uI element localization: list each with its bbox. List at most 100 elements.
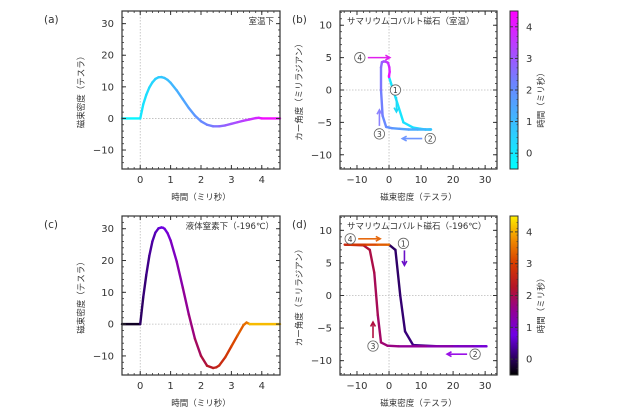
x-tick-label: 0 — [386, 175, 392, 186]
marker-label: 2 — [428, 135, 433, 144]
series-segment — [145, 254, 151, 277]
series-line — [379, 60, 433, 131]
panel-annotation: サマリウムコバルト磁石（室温） — [347, 16, 475, 27]
series-line — [120, 75, 282, 128]
series-line — [120, 226, 282, 370]
x-tick-label: 30 — [479, 381, 492, 392]
x-tick-label: 4 — [259, 175, 265, 186]
series-segment — [145, 86, 151, 96]
series-segment — [381, 114, 388, 129]
marker-circle — [397, 237, 410, 249]
x-tick-label: 1 — [167, 175, 173, 186]
x-axis-label: 磁束密度（テスラ） — [380, 192, 457, 203]
panel-b: −10 0 10 20 30−10−50510磁束密度（テスラ）カー角度（ミリラジアン）… — [292, 10, 547, 203]
marker-circle — [367, 340, 379, 352]
series-segment — [399, 294, 407, 333]
branch-markers: 1 2 3 4 — [344, 233, 481, 360]
panel-label: (d) — [292, 219, 307, 231]
plot-frame — [121, 215, 281, 376]
colorbar-label: 時間（ミリ秒） — [536, 274, 547, 334]
y-tick-label: 5 — [326, 53, 332, 64]
panel-annotation: サマリウムコバルト磁石（-196℃） — [347, 221, 486, 232]
x-tick-label: 0 — [386, 381, 392, 392]
arrow-head-icon — [375, 235, 382, 242]
arrow-head-icon — [376, 108, 383, 115]
y-tick-label: 30 — [101, 19, 114, 30]
x-tick-label: 10 — [415, 175, 428, 186]
series-line — [343, 243, 488, 348]
series-segment — [187, 313, 197, 340]
series-segment — [224, 345, 233, 359]
panel-label: (b) — [292, 14, 307, 26]
series-segment — [148, 240, 154, 257]
y-axis-label: 磁束密度（テスラ） — [76, 257, 87, 334]
x-tick-label: 2 — [198, 175, 204, 186]
y-axis-label: 磁束密度（テスラ） — [76, 52, 87, 129]
y-tick-label: 5 — [326, 258, 332, 269]
series-segment — [230, 334, 239, 348]
arrow-head-icon — [401, 260, 408, 268]
y-tick-label: −5 — [317, 324, 332, 335]
marker-label: 2 — [473, 350, 478, 359]
branch-marker-1: 1 — [389, 84, 402, 114]
series-segment — [394, 248, 402, 297]
series-segment — [199, 354, 209, 367]
series-segment — [193, 337, 203, 358]
colorbar-tick-label: 3 — [526, 259, 532, 270]
colorbar-tick-label: 0 — [526, 149, 532, 160]
x-tick-label: 3 — [228, 381, 234, 392]
series-segment — [193, 114, 203, 123]
y-tick-label: −10 — [93, 351, 114, 362]
x-tick-label: 0 — [137, 175, 143, 186]
marker-circle — [373, 128, 386, 140]
series-segment — [169, 81, 178, 92]
x-tick-label: 2 — [198, 381, 204, 392]
arrow-head-icon — [385, 54, 392, 61]
branch-marker-2: 2 — [445, 348, 481, 360]
branch-marker-4: 4 — [344, 233, 382, 245]
marker-circle — [424, 132, 436, 145]
colorbar: 0 1 2 3 4 時間（ミリ秒） — [509, 10, 547, 170]
branch-marker-2: 2 — [400, 132, 436, 145]
y-tick-label: 0 — [326, 291, 332, 302]
marker-label: 3 — [377, 130, 382, 139]
arrow-head-icon — [369, 320, 377, 327]
marker-circle — [344, 233, 356, 245]
series-segment — [142, 93, 148, 106]
y-tick-label: 20 — [101, 256, 114, 267]
series-segment — [166, 231, 172, 242]
series-segment — [181, 97, 191, 110]
y-tick-label: 10 — [319, 226, 332, 237]
colorbar: 0 1 2 3 4 時間（ミリ秒） — [509, 215, 547, 376]
series-segment — [398, 127, 410, 131]
series-segment — [362, 244, 371, 252]
y-tick-label: 0 — [108, 320, 114, 331]
series-segment — [403, 330, 415, 347]
series-segment — [387, 243, 397, 252]
arrow-head-icon — [400, 135, 408, 142]
y-tick-label: −10 — [311, 356, 332, 367]
y-tick-label: 10 — [101, 82, 114, 93]
series-segment — [175, 89, 184, 101]
y-tick-label: 0 — [326, 86, 332, 97]
y-tick-label: −5 — [317, 118, 332, 129]
arrow-head-icon — [393, 107, 400, 114]
colorbar-tick-label: 1 — [526, 117, 532, 128]
branch-marker-3: 3 — [367, 320, 379, 352]
plot-frame — [121, 10, 281, 170]
panel-c: 0 1 2 3 4 −10 0 10 20 30 時間（ミリ秒） 磁束密度（テスラ） (c) 液体窒素下（… — [44, 215, 282, 409]
arrow-head-icon — [445, 351, 452, 358]
series-segment — [175, 260, 184, 289]
x-tick-label: 4 — [259, 381, 265, 392]
y-tick-label: 10 — [101, 288, 114, 299]
marker-label: 1 — [393, 86, 398, 95]
marker-circle — [469, 348, 481, 360]
panel-a: 0 1 2 3 4 −10 0 10 20 30 時間（ミリ秒） 磁束密度（テスラ） (a) 室温下 — [44, 10, 282, 203]
x-tick-label: 0 — [137, 381, 143, 392]
colorbar-label: 時間（ミリ秒） — [536, 68, 547, 128]
branch-marker-1: 1 — [397, 237, 410, 268]
x-tick-label: 20 — [447, 175, 460, 186]
colorbar-tick-label: 4 — [526, 22, 532, 33]
colorbar-tick-label: 0 — [526, 355, 532, 366]
